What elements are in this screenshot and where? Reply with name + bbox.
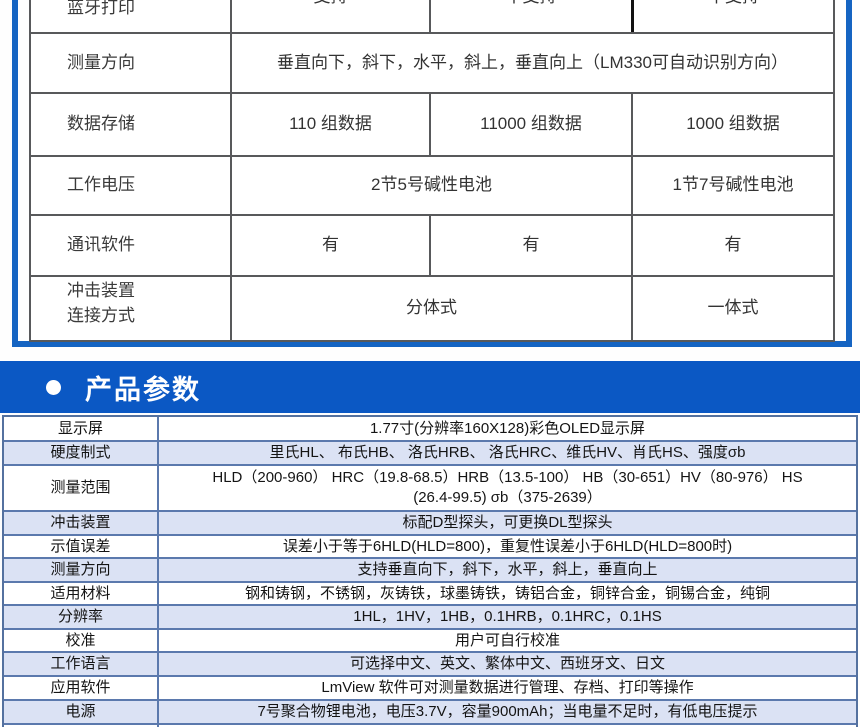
- cell-voltage-col12: 2节5号碱性电池: [230, 155, 631, 214]
- cell-storage-col3: 1000 组数据: [631, 92, 833, 155]
- param-label-applicable-materials: 适用材料: [4, 581, 159, 604]
- param-value-applicable-materials: 钢和铸钢，不锈钢，灰铸铁，球墨铸铁，铸铝合金，铜锌合金，铜锡合金，纯铜: [159, 581, 856, 604]
- cell-software-col1: 有: [230, 214, 429, 275]
- cell-bluetooth-col1: 支持: [230, 0, 429, 32]
- param-label-display: 显示屏: [4, 417, 159, 440]
- cell-bluetooth-col2: 不支持: [429, 0, 631, 32]
- param-value-calibration: 用户可自行校准: [159, 628, 856, 651]
- row-label-data-storage: 数据存储: [31, 92, 230, 155]
- param-label-impact-device: 冲击装置: [4, 510, 159, 534]
- comparison-table: 蓝牙打印 支持 不支持 不支持 测量方向 垂直向下，斜下，水平，斜上，垂直向上（…: [29, 0, 835, 342]
- cell-measure-direction-merged: 垂直向下，斜下，水平，斜上，垂直向上（LM330可自动识别方向）: [230, 32, 833, 92]
- param-label-power: 电源: [4, 699, 159, 723]
- param-value-impact-device: 标配D型探头，可更换DL型探头: [159, 510, 856, 534]
- section-banner: 产品参数: [0, 361, 860, 413]
- cell-storage-col2: 11000 组数据: [429, 92, 631, 155]
- param-value-measuring-range: HLD（200-960） HRC（19.8-68.5）HRB（13.5-100）…: [159, 464, 856, 510]
- params-table: 显示屏 1.77寸(分辨率160X128)彩色OLED显示屏 硬度制式 里氏HL…: [2, 415, 858, 727]
- param-label-measure-direction: 测量方向: [4, 557, 159, 581]
- param-label-indication-error: 示值误差: [4, 534, 159, 557]
- cell-software-col3: 有: [631, 214, 833, 275]
- param-value-next-partial: [159, 723, 856, 727]
- row-label-impact-connection: 冲击装置 连接方式: [31, 275, 230, 340]
- param-label-languages: 工作语言: [4, 651, 159, 675]
- cell-bluetooth-col3: 不支持: [631, 0, 833, 32]
- param-label-next-partial: [4, 723, 159, 727]
- param-value-resolution: 1HL，1HV，1HB，0.1HRB，0.1HRC，0.1HS: [159, 604, 856, 628]
- comparison-frame-border: [12, 0, 852, 347]
- param-value-application-software: LmView 软件可对测量数据进行管理、存档、打印等操作: [159, 675, 856, 699]
- cell-storage-col1: 110 组数据: [230, 92, 429, 155]
- row-label-working-voltage: 工作电压: [31, 155, 230, 214]
- param-label-resolution: 分辨率: [4, 604, 159, 628]
- param-value-measure-direction: 支持垂直向下，斜下，水平，斜上，垂直向上: [159, 557, 856, 581]
- param-value-indication-error: 误差小于等于6HLD(HLD=800)，重复性误差小于6HLD(HLD=800时…: [159, 534, 856, 557]
- param-value-hardness-scales: 里氏HL、 布氏HB、 洛氏HRB、 洛氏HRC、维氏HV、肖氏HS、强度σb: [159, 440, 856, 464]
- param-label-application-software: 应用软件: [4, 675, 159, 699]
- cell-voltage-col3: 1节7号碱性电池: [631, 155, 833, 214]
- param-label-hardness-scales: 硬度制式: [4, 440, 159, 464]
- param-value-display: 1.77寸(分辨率160X128)彩色OLED显示屏: [369, 419, 646, 437]
- bullet-icon: [46, 379, 61, 395]
- section-title: 产品参数: [85, 374, 201, 405]
- cell-connection-col3: 一体式: [631, 275, 833, 340]
- param-label-calibration: 校准: [4, 628, 159, 651]
- row-label-comm-software: 通讯软件: [31, 214, 230, 275]
- cell-software-col2: 有: [429, 214, 631, 275]
- param-value-languages: 可选择中文、英文、繁体中文、西班牙文、日文: [159, 651, 856, 675]
- param-label-measuring-range: 测量范围: [4, 464, 159, 510]
- cell-connection-col12: 分体式: [230, 275, 631, 340]
- param-value-power: 7号聚合物锂电池，电压3.7V，容量900mAh；当电量不足时，有低电压提示: [159, 699, 856, 723]
- row-label-bluetooth-print: 蓝牙打印: [67, 0, 135, 17]
- row-label-measure-direction: 测量方向: [31, 32, 230, 92]
